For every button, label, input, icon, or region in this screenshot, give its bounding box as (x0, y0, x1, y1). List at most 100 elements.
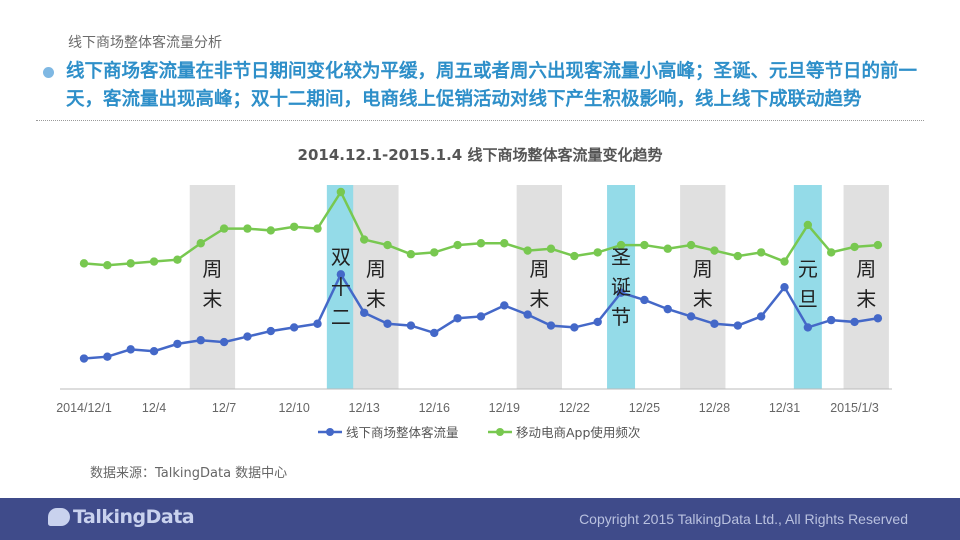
series-1-point (219, 224, 229, 233)
band-holiday-6 (793, 185, 822, 389)
band-label-char: 十 (331, 275, 351, 299)
series-0-point (313, 319, 322, 328)
band-label-char: 圣 (611, 245, 631, 269)
series-1-point (360, 235, 369, 244)
band-label-char: 末 (529, 287, 549, 311)
series-0-point (663, 304, 672, 314)
series-1-point (850, 242, 859, 252)
series-0-point (453, 314, 462, 323)
series-0-point (289, 323, 299, 332)
series-0-point (593, 317, 602, 327)
band-weekend-0 (189, 185, 236, 389)
series-1-point (827, 248, 836, 257)
series-1-point (383, 240, 392, 250)
legend-label-1: 移动电商App使用频次 (516, 425, 640, 440)
headline: 线下商场客流量在非节日期间变化较为平缓，周五或者周六出现客流量小高峰；圣诞、元旦… (66, 61, 918, 110)
x-tick-label: 12/16 (419, 401, 450, 415)
band-weekend-3 (516, 185, 562, 389)
x-tick-label: 12/19 (489, 401, 520, 415)
series-0-point (196, 336, 205, 345)
x-tick-label: 12/31 (769, 401, 800, 415)
x-tick-label: 12/28 (699, 401, 730, 415)
band-label-char: 末 (366, 287, 386, 311)
x-tick-label: 12/13 (349, 401, 380, 415)
x-tick-label: 12/7 (212, 401, 236, 415)
series-1-point (173, 255, 182, 264)
series-0-point (640, 295, 649, 305)
series-0-point (383, 319, 392, 328)
band-label-char: 二 (331, 305, 351, 329)
series-1-point (430, 248, 439, 257)
talkingdata-logo-icon (48, 507, 70, 526)
legend-swatch-dot-1 (496, 428, 504, 436)
series-1-point (733, 251, 742, 261)
band-holiday-4 (607, 185, 636, 389)
band-label-char: 节 (611, 305, 631, 329)
series-1-point (266, 226, 275, 235)
band-label-char: 末 (693, 287, 713, 311)
series-0-point (780, 282, 789, 292)
series-0-point (523, 310, 532, 319)
series-1-point (710, 246, 719, 255)
x-tick-label: 12/25 (629, 401, 660, 415)
series-0-point (173, 339, 182, 349)
series-1-point (663, 244, 672, 253)
series-1-point (453, 240, 462, 250)
legend-label-0: 线下商场整体客流量 (346, 425, 459, 440)
series-1-point (803, 220, 813, 230)
series-0-point (686, 312, 696, 321)
x-tick-label: 2014/12/1 (56, 401, 112, 415)
series-0-point (733, 321, 742, 330)
series-0-point (476, 312, 486, 321)
series-0-point (126, 345, 135, 354)
series-1-point (79, 259, 89, 268)
legend-swatch-dot-0 (326, 428, 334, 436)
series-1-point (149, 257, 159, 266)
line-chart: 2014.12.1-2015.1.4 线下商场整体客流量变化趋势周末双十二周末周… (56, 146, 892, 440)
chart-title: 2014.12.1-2015.1.4 线下商场整体客流量变化趋势 (298, 146, 663, 164)
band-weekend-7 (843, 185, 889, 389)
series-1-point (103, 261, 112, 270)
bullet-dot (43, 67, 54, 78)
series-1-point (500, 239, 509, 248)
band-label-char: 周 (366, 257, 386, 281)
series-1-point (406, 250, 416, 259)
series-1-point (523, 246, 532, 255)
series-0-point (219, 337, 229, 347)
band-label-char: 旦 (798, 287, 818, 311)
series-1-point (756, 248, 766, 257)
band-label-char: 元 (798, 257, 818, 281)
source-note: 数据来源：TalkingData 数据中心 (90, 466, 288, 481)
series-0-point (360, 308, 369, 317)
x-tick-label: 2015/1/3 (830, 401, 879, 415)
series-1-point (126, 259, 135, 268)
series-1-point (593, 248, 602, 257)
band-weekend-2 (353, 185, 399, 389)
series-1-point (289, 222, 299, 231)
divider (36, 120, 924, 121)
series-0-point (850, 317, 859, 327)
logo[interactable]: TalkingData (48, 506, 195, 528)
series-0-point (710, 319, 719, 328)
series-1-point (686, 240, 696, 250)
series-1-point (616, 240, 626, 250)
band-label-char: 周 (693, 257, 713, 281)
x-tick-label: 12/4 (142, 401, 166, 415)
footer-bar: TalkingData Copyright 2015 TalkingData L… (0, 498, 960, 540)
series-0-point (756, 312, 766, 321)
series-0-point (827, 315, 836, 325)
series-1-point (546, 244, 556, 253)
band-label-char: 诞 (611, 275, 631, 299)
series-0-point (500, 301, 509, 310)
series-0-point (336, 270, 346, 279)
series-0-point (266, 326, 275, 336)
series-1-point (243, 224, 252, 233)
band-weekend-5 (680, 185, 726, 389)
page-label: 线下商场整体客流量分析 (68, 35, 222, 51)
logo-text: TalkingData (73, 506, 195, 528)
x-tick-label: 12/22 (559, 401, 590, 415)
series-1-point (313, 224, 322, 233)
series-1-point (476, 239, 486, 248)
series-0-point (430, 328, 439, 338)
band-label-char: 末 (202, 287, 222, 311)
